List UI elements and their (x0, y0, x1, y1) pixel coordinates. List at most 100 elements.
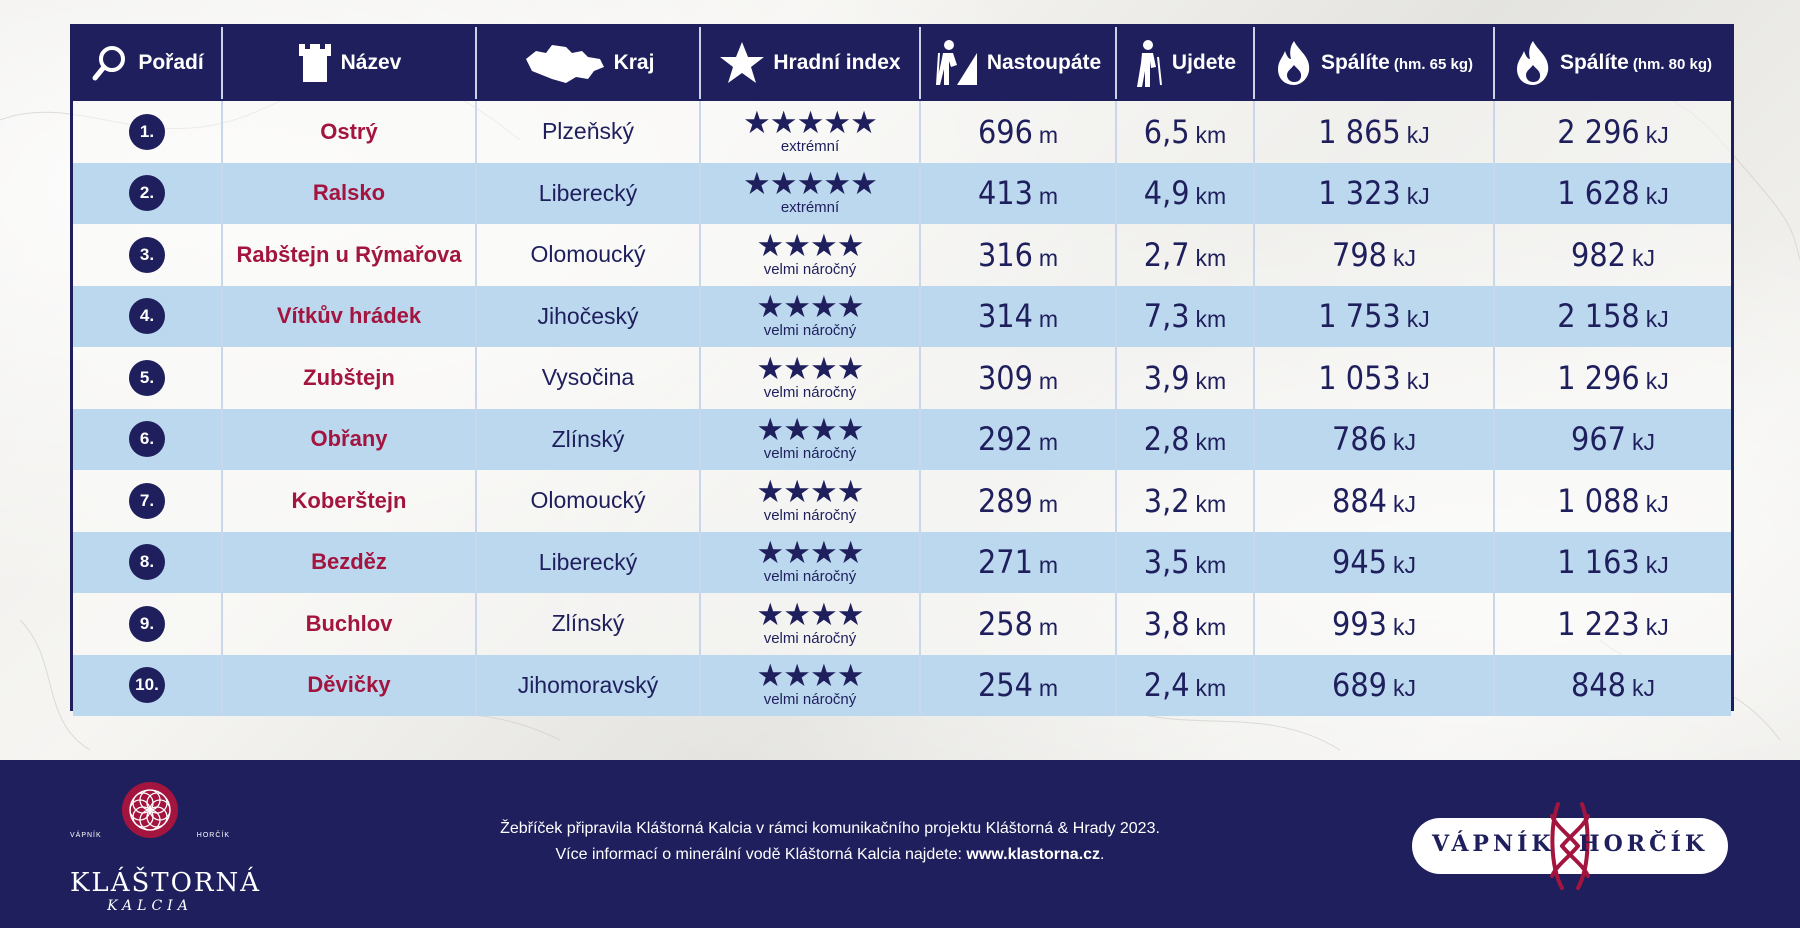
energy-unit: kJ (1406, 121, 1430, 148)
mini-magnesium: HORČÍK (196, 832, 230, 839)
difficulty-label: velmi náročný (763, 445, 857, 463)
burn-80-value: 1 223 (1557, 604, 1640, 643)
header-burn-65: Spálíte (hm. 65 kg) (1255, 27, 1495, 99)
ascent-value: 696 (977, 112, 1033, 151)
burn-80-cell: 1 296 kJ (1495, 347, 1731, 409)
ascent-cell: 254 m (921, 654, 1117, 716)
castle-name-cell: Bezděz (223, 531, 477, 593)
ascent-unit: m (1038, 675, 1059, 702)
ascent-value: 316 (977, 235, 1033, 274)
burn-65-value: 1 053 (1318, 358, 1401, 397)
calcium-magnesium-badge: VÁPNÍK HORČÍK (1412, 802, 1728, 890)
ascent-value: 309 (977, 358, 1033, 397)
energy-unit: kJ (1392, 429, 1416, 456)
region-name: Liberecký (538, 179, 638, 206)
burn-65-cell: 786 kJ (1255, 408, 1495, 470)
star-rating: ★★★★ (756, 473, 864, 509)
kk-monogram-icon (1550, 802, 1590, 890)
ascent-cell: 289 m (921, 470, 1117, 532)
region-name: Zlínský (551, 425, 625, 452)
rank-badge: 6. (129, 421, 165, 458)
burn-65-cell: 884 kJ (1255, 470, 1495, 532)
ascent-value: 254 (977, 666, 1033, 705)
star-rating: ★★★★ (756, 412, 864, 448)
castle-tower-icon (297, 42, 333, 84)
burn-80-value: 1 628 (1557, 174, 1640, 213)
ascent-value: 258 (977, 604, 1033, 643)
rank-cell: 2. (73, 162, 223, 224)
rank-badge: 4. (129, 298, 165, 335)
ascent-cell: 316 m (921, 224, 1117, 286)
region-name: Vysočina (541, 364, 635, 391)
website-link[interactable]: www.klastorna.cz (966, 846, 1101, 863)
badge-calcium: VÁPNÍK (1432, 831, 1555, 857)
distance-value: 4,9 (1143, 174, 1190, 213)
burn-65-cell: 945 kJ (1255, 531, 1495, 593)
distance-cell: 3,8 km (1117, 593, 1255, 655)
ascent-unit: m (1038, 490, 1059, 517)
header-rank-label: Pořadí (138, 51, 204, 74)
burn-65-value: 1 323 (1318, 174, 1401, 213)
burn-65-cell: 798 kJ (1255, 224, 1495, 286)
rank-badge: 9. (129, 605, 165, 642)
burn-65-value: 786 (1332, 420, 1387, 459)
burn-80-cell: 2 158 kJ (1495, 286, 1731, 348)
distance-cell: 4,9 km (1117, 162, 1255, 224)
ascent-unit: m (1038, 121, 1059, 148)
distance-value: 3,8 (1143, 604, 1190, 643)
castle-name: Zubštejn (303, 364, 395, 390)
distance-unit: km (1195, 429, 1227, 456)
rank-cell: 6. (73, 408, 223, 470)
distance-unit: km (1195, 367, 1227, 394)
distance-unit: km (1195, 675, 1227, 702)
burn-80-value: 1 163 (1557, 543, 1640, 582)
rank-badge: 3. (129, 236, 165, 273)
burn-65-value: 689 (1332, 666, 1387, 705)
ascent-value: 413 (977, 174, 1033, 213)
difficulty-label: velmi náročný (763, 568, 857, 586)
search-icon (90, 43, 130, 83)
rosette-icon (122, 782, 178, 838)
badge-magnesium: HORČÍK (1578, 831, 1708, 857)
rank-cell: 9. (73, 593, 223, 655)
region-cell: Liberecký (477, 162, 701, 224)
table-row: 10. Děvičky Jihomoravský ★★★★ velmi náročný 2… (73, 654, 1731, 716)
castle-name-cell: Zubštejn (223, 347, 477, 409)
castle-index-cell: ★★★★ velmi náročný (701, 285, 921, 347)
region-cell: Olomoucký (477, 224, 701, 286)
burn-65-value: 798 (1332, 235, 1387, 274)
castle-name-cell: Rabštejn u Rýmařova (223, 224, 477, 286)
star-icon (719, 41, 765, 85)
table-row: 4. Vítkův hrádek Jihočeský ★★★★ velmi náročn… (73, 285, 1731, 348)
burn-65-cell: 1 865 kJ (1255, 101, 1495, 163)
distance-cell: 2,7 km (1117, 224, 1255, 286)
burn-65-value: 945 (1332, 543, 1387, 582)
burn-80-cell: 1 628 kJ (1495, 163, 1731, 225)
burn-80-cell: 2 296 kJ (1495, 101, 1731, 163)
ascent-cell: 292 m (921, 408, 1117, 470)
header-region-label: Kraj (613, 51, 655, 74)
distance-value: 3,9 (1143, 358, 1190, 397)
distance-unit: km (1195, 306, 1227, 333)
castle-name: Rabštejn u Rýmařova (236, 241, 462, 267)
distance-value: 2,4 (1143, 666, 1190, 705)
region-cell: Vysočina (477, 347, 701, 409)
rank-badge: 2. (129, 175, 165, 212)
distance-value: 3,5 (1143, 543, 1190, 582)
star-rating: ★★★★ (756, 350, 864, 386)
burn-65-cell: 1 753 kJ (1255, 285, 1495, 347)
header-region: Kraj (477, 27, 701, 99)
burn-65-cell: 1 053 kJ (1255, 347, 1495, 409)
rank-cell: 5. (73, 347, 223, 409)
castle-index-cell: ★★★★ velmi náročný (701, 408, 921, 470)
difficulty-label: velmi náročný (763, 506, 857, 524)
burn-65-value: 1 753 (1318, 297, 1401, 336)
energy-unit: kJ (1406, 183, 1430, 210)
difficulty-label: velmi náročný (763, 629, 857, 647)
rank-badge: 8. (129, 544, 165, 581)
table-row: 2. Ralsko Liberecký ★★★★★ extrémní 413 m 4,9 km 1… (73, 162, 1731, 225)
distance-value: 2,8 (1143, 420, 1190, 459)
region-cell: Jihomoravský (477, 654, 701, 716)
klastorna-logo: VÁPNÍK HORČÍK KLÁŠTORNÁ KALCIA (70, 780, 259, 915)
flame-icon (1514, 39, 1552, 87)
